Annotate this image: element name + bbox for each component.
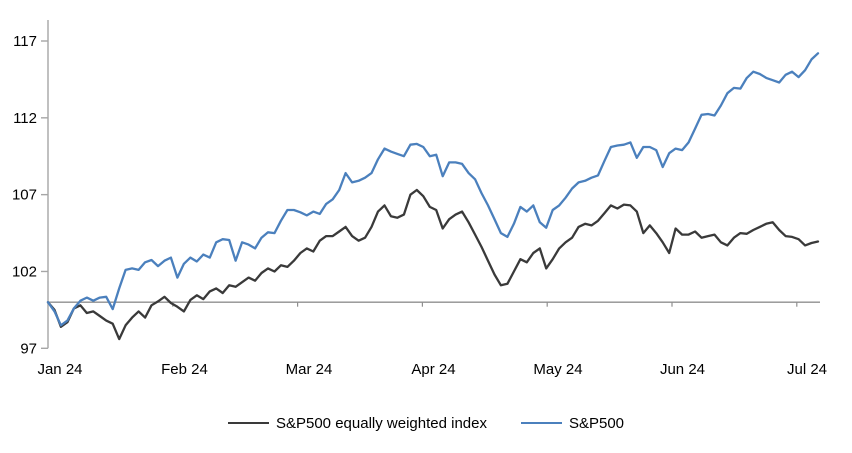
svg-text:Apr 24: Apr 24	[411, 361, 455, 378]
svg-text:Mar 24: Mar 24	[286, 361, 333, 378]
svg-text:117: 117	[13, 33, 37, 50]
chart-legend: S&P500 equally weighted index S&P500	[0, 411, 852, 435]
svg-text:112: 112	[13, 110, 37, 127]
svg-text:Feb 24: Feb 24	[161, 361, 208, 378]
svg-text:97: 97	[20, 340, 37, 357]
svg-text:Jul 24: Jul 24	[787, 361, 827, 378]
legend-line-sample-blue	[520, 422, 562, 424]
legend-label-sp500: S&P500	[568, 414, 625, 432]
svg-text:107: 107	[12, 187, 37, 204]
legend-label-sp500-equal-weight: S&P500 equally weighted index	[275, 414, 487, 432]
svg-text:Jun 24: Jun 24	[660, 361, 705, 378]
svg-text:May 24: May 24	[533, 361, 582, 378]
svg-text:Jan 24: Jan 24	[37, 361, 82, 378]
svg-text:102: 102	[12, 263, 37, 280]
legend-item-sp500-equal-weight: S&P500 equally weighted index	[227, 414, 487, 432]
legend-item-sp500: S&P500	[520, 414, 625, 432]
legend-line-sample-dark	[227, 422, 269, 424]
